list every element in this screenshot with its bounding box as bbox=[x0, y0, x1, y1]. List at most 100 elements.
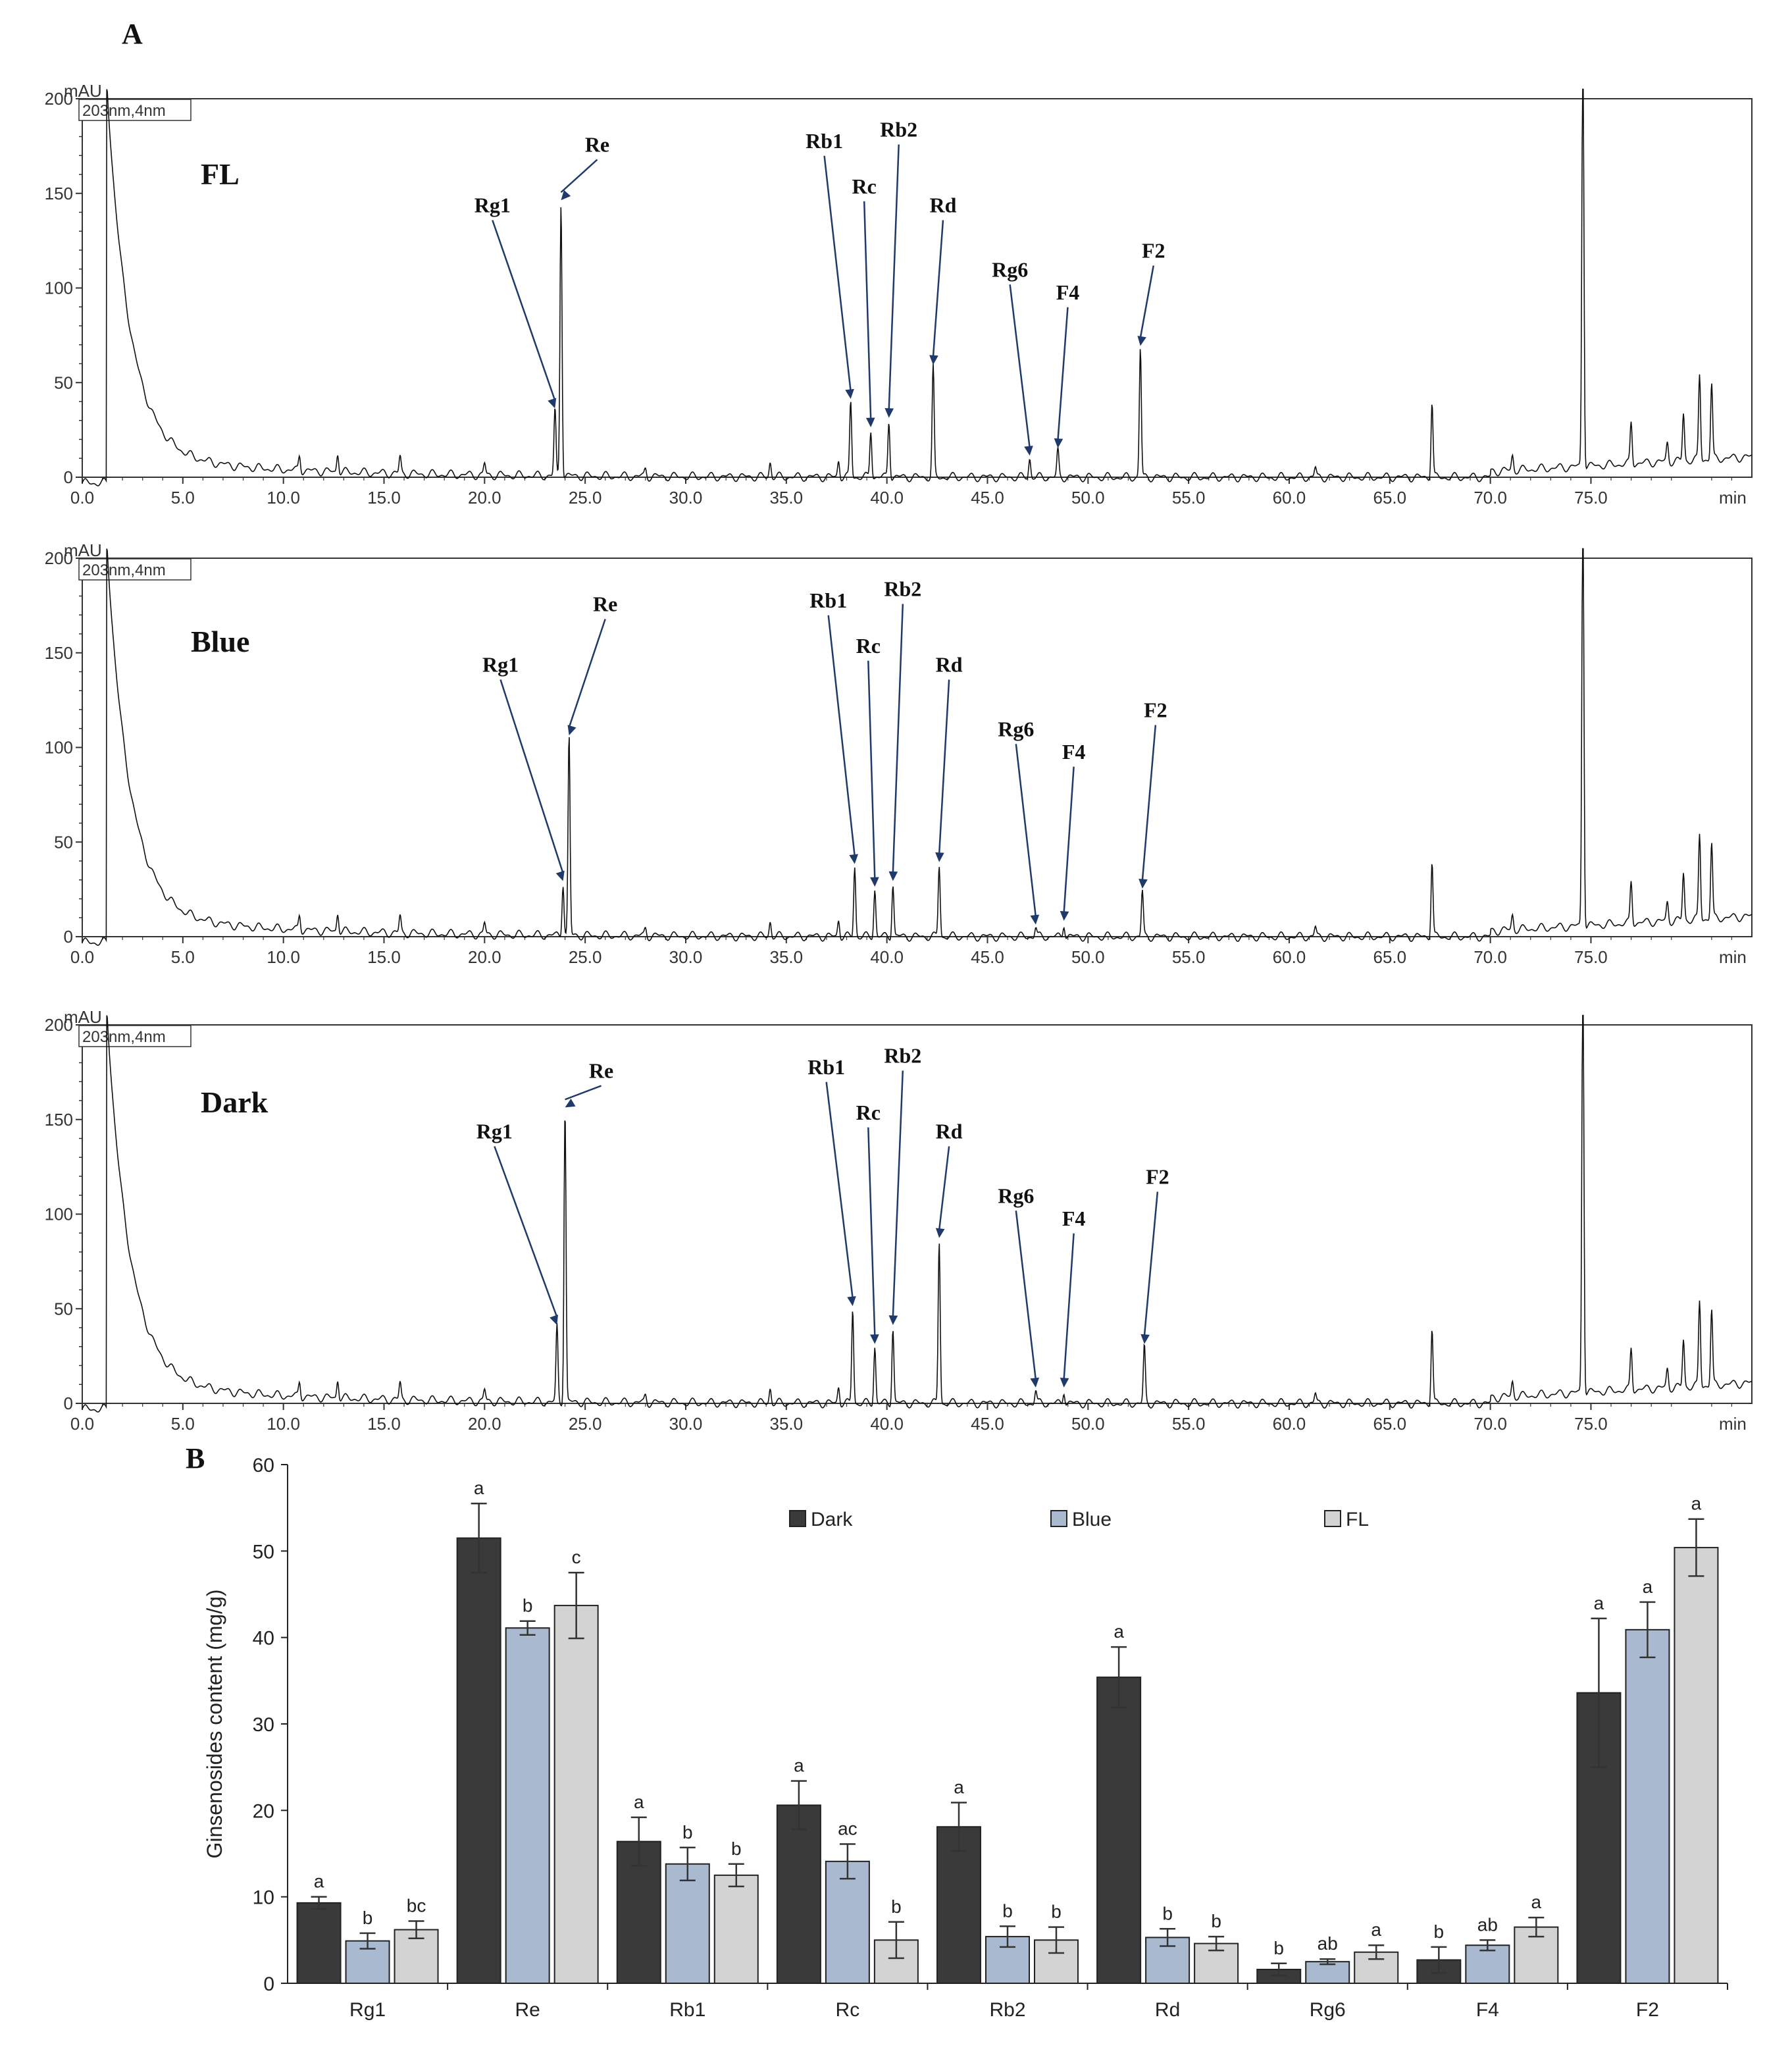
peak-label-f2: F2 bbox=[1144, 698, 1167, 722]
peak-label-rb2: Rb2 bbox=[884, 577, 921, 601]
significance-label: b bbox=[363, 1908, 373, 1928]
y-tick-label: 0 bbox=[64, 1393, 73, 1413]
category-label: F2 bbox=[1636, 1999, 1659, 2021]
peak-arrowhead bbox=[1137, 336, 1146, 346]
x-tick-label: 30.0 bbox=[669, 947, 703, 967]
category-label: F4 bbox=[1476, 1999, 1499, 2021]
legend-swatch-fl bbox=[1324, 1510, 1341, 1527]
wavelength-box bbox=[78, 99, 192, 121]
y-tick-label: 0 bbox=[64, 467, 73, 487]
peak-label-rb1: Rb1 bbox=[806, 129, 843, 153]
peak-arrow bbox=[892, 604, 904, 873]
significance-label: a bbox=[1371, 1919, 1381, 1940]
y-tick-label: 150 bbox=[45, 1110, 73, 1130]
bar-blue-f2 bbox=[1625, 1628, 1670, 1984]
x-tick-label: 40.0 bbox=[870, 1414, 904, 1434]
category-label: Rb2 bbox=[989, 1999, 1025, 2021]
peak-arrowhead bbox=[849, 854, 859, 864]
peak-arrowhead bbox=[888, 871, 898, 881]
peak-arrowhead bbox=[567, 725, 576, 736]
peak-label-rb2: Rb2 bbox=[880, 118, 917, 142]
bar-y-tick-label: 30 bbox=[253, 1714, 274, 1736]
x-tick-label: 10.0 bbox=[267, 1414, 300, 1434]
x-tick-label: 75.0 bbox=[1574, 488, 1608, 508]
significance-label: a bbox=[634, 1792, 644, 1812]
y-tick-label: 100 bbox=[45, 1205, 73, 1224]
peak-label-rg6: Rg6 bbox=[992, 257, 1028, 281]
peak-arrowhead bbox=[865, 417, 875, 428]
wavelength-box bbox=[78, 1025, 192, 1047]
x-tick-label: 55.0 bbox=[1172, 947, 1206, 967]
peak-arrow bbox=[1015, 1211, 1037, 1380]
category-label: Rg6 bbox=[1310, 1999, 1346, 2021]
plot-frame bbox=[82, 1024, 1753, 1404]
x-tick-label: 10.0 bbox=[267, 947, 300, 967]
peak-arrow bbox=[825, 1081, 854, 1299]
x-tick-label: 5.0 bbox=[171, 488, 195, 508]
x-tick-label: 40.0 bbox=[870, 488, 904, 508]
chromatogram-blue: 0 50 100 150 200 0.0 5.0 10.0 15.0 20.0 25.0 30.0 35… bbox=[45, 540, 1753, 967]
significance-label: ab bbox=[1318, 1933, 1338, 1954]
x-tick-label: 35.0 bbox=[770, 947, 804, 967]
peak-arrow bbox=[938, 1146, 950, 1230]
peak-arrowhead bbox=[845, 388, 854, 399]
chromatogram-trace bbox=[82, 88, 1753, 486]
y-tick-label: 50 bbox=[54, 1299, 73, 1318]
plot-frame bbox=[82, 98, 1753, 478]
significance-label: b bbox=[891, 1896, 902, 1917]
legend-swatch-dark bbox=[789, 1510, 806, 1527]
x-tick-label: 70.0 bbox=[1473, 1414, 1507, 1434]
x-tick-label: 55.0 bbox=[1172, 488, 1206, 508]
chromatogram-fl: 0 50 100 150 200 0.0 5.0 10.0 15.0 20.0 25.0 30.0 35… bbox=[45, 81, 1753, 508]
y-tick-label: 50 bbox=[54, 832, 73, 852]
condition-label: Dark bbox=[201, 1085, 269, 1119]
x-tick-label: 75.0 bbox=[1574, 947, 1608, 967]
bar-dark-rg1 bbox=[296, 1902, 342, 1985]
significance-label: b bbox=[1051, 1902, 1062, 1922]
x-tick-label: 55.0 bbox=[1172, 1414, 1206, 1434]
chromatogram-dark: 0 50 100 150 200 0.0 5.0 10.0 15.0 20.0 25.0 30.0 35… bbox=[45, 1007, 1753, 1434]
bar-fl-re bbox=[553, 1605, 599, 1984]
bar-blue-re bbox=[505, 1627, 550, 1984]
significance-label: b bbox=[1002, 1900, 1013, 1921]
peak-arrow bbox=[1015, 744, 1037, 917]
x-tick-label: 45.0 bbox=[971, 488, 1004, 508]
peak-arrowhead bbox=[884, 408, 894, 418]
significance-label: a bbox=[794, 1756, 804, 1776]
x-tick-label: 35.0 bbox=[770, 488, 804, 508]
category-label: Rg1 bbox=[349, 1999, 386, 2021]
peak-arrow bbox=[1141, 725, 1157, 881]
peak-arrow bbox=[560, 159, 598, 194]
x-unit-label: min bbox=[1719, 947, 1747, 967]
bar-y-tick-label: 0 bbox=[263, 1973, 274, 1995]
x-tick-label: 65.0 bbox=[1373, 947, 1407, 967]
peak-arrow bbox=[565, 1085, 602, 1101]
peak-arrow bbox=[1063, 766, 1075, 913]
significance-label: bc bbox=[407, 1895, 426, 1915]
significance-label: a bbox=[1114, 1621, 1124, 1642]
peak-label-rc: Rc bbox=[856, 1101, 881, 1124]
peak-arrow bbox=[823, 155, 852, 392]
peak-arrowhead bbox=[555, 870, 565, 881]
peak-arrow bbox=[1057, 307, 1069, 440]
peak-arrowhead bbox=[1140, 1334, 1150, 1344]
peak-arrowhead bbox=[1054, 438, 1063, 448]
peak-arrowhead bbox=[1030, 914, 1040, 925]
x-tick-label: 25.0 bbox=[569, 488, 602, 508]
peak-label-f4: F4 bbox=[1056, 280, 1080, 304]
peak-label-rg1: Rg1 bbox=[482, 653, 519, 677]
peak-arrow bbox=[1009, 284, 1031, 448]
peak-label-re: Re bbox=[593, 592, 617, 616]
peak-arrow bbox=[827, 615, 856, 856]
peak-arrowhead bbox=[929, 355, 938, 365]
peak-arrow bbox=[1143, 1191, 1159, 1336]
peak-label-rg1: Rg1 bbox=[474, 194, 511, 217]
peak-arrowhead bbox=[1060, 1378, 1069, 1388]
bar-fl-rc bbox=[873, 1939, 919, 1984]
category-label: Rd bbox=[1155, 1999, 1180, 2021]
significance-label: a bbox=[314, 1871, 324, 1892]
x-tick-label: 30.0 bbox=[669, 1414, 703, 1434]
bar-y-tick-label: 20 bbox=[253, 1800, 274, 1822]
x-unit-label: min bbox=[1719, 1414, 1747, 1434]
peak-arrow bbox=[892, 1070, 904, 1318]
